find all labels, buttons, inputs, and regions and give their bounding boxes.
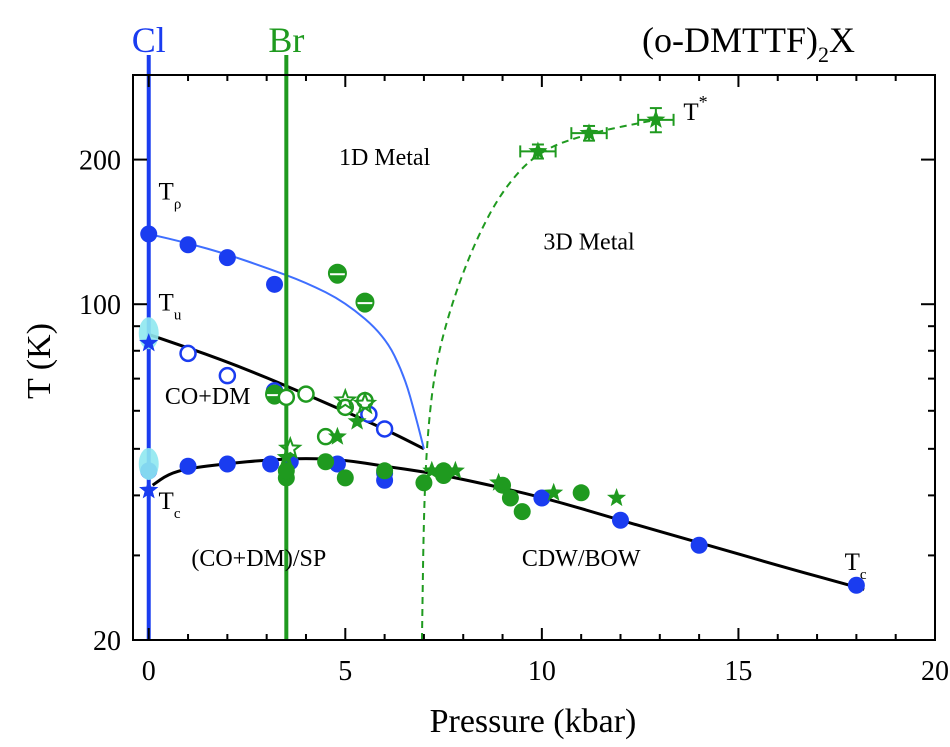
y-tick-label-200: 200 (79, 146, 121, 177)
point-circle-open-1-4 (375, 420, 394, 438)
point-circle-filled-2-1 (336, 469, 354, 487)
point-circle-open-4-0 (277, 388, 296, 407)
point-circle-open-1-1 (218, 366, 237, 385)
point-star-open-6-0 (333, 387, 358, 412)
point-circle-filled-0-15 (847, 576, 865, 594)
chart-annotations: 1D Metal 3D Metal CO+DM (CO+DM)/SP CDW/BOW Tρ… (159, 92, 867, 583)
point-circle-filled-0-13 (611, 511, 629, 529)
plot-frame-box (132, 74, 936, 641)
data-points (138, 225, 865, 594)
cl-star-0 (139, 333, 159, 352)
point-circle-filled-0-14 (690, 536, 708, 554)
point-circle-filled-0-2 (218, 249, 236, 267)
x-tick-label-15: 15 (724, 656, 752, 687)
point-circle-filled-0-0 (140, 225, 158, 243)
region-label-3: (CO+DM)/SP (191, 546, 326, 572)
point-circle-filled-2-2 (376, 462, 394, 480)
tstar-point-0 (519, 141, 557, 160)
x-axis-title: Pressure (kbar) (430, 703, 637, 740)
x-tick-label-0: 0 (142, 656, 156, 687)
region-label-0: 1D Metal (339, 145, 431, 171)
x-tick-label-20: 20 (921, 656, 949, 687)
fit-line-t-boundary (420, 118, 657, 641)
point-star-filled-5-4 (445, 460, 465, 479)
point-circle-filled-2-10 (317, 453, 335, 471)
y-tick-label-100: 100 (79, 290, 121, 321)
point-circle-filled-0-1 (179, 236, 197, 254)
point-star-open-6-2 (277, 435, 303, 460)
fit-line-trho-fit (148, 233, 425, 450)
marker-label-0: Tρ (159, 179, 182, 213)
point-circle-half-3-1 (327, 263, 347, 284)
point-circle-open-1-0 (179, 344, 197, 363)
chart-title: (o-DMTTF)2X (642, 20, 855, 67)
point-circle-filled-0-7 (262, 455, 280, 473)
point-star-filled-5-3 (422, 460, 442, 479)
plot-frame: 0 5 10 15 20 20 100 200 (79, 74, 949, 687)
point-circle-half-3-2 (355, 292, 375, 313)
cl-star-1 (139, 480, 159, 499)
point-circle-filled-2-11 (277, 462, 295, 480)
point-cyan-blob-8-1 (138, 447, 159, 480)
compound-label-br: Br (268, 20, 304, 60)
point-star-filled-5-1 (327, 426, 347, 445)
y-tick-label-20: 20 (93, 626, 121, 657)
point-star-filled-5-6 (544, 482, 564, 501)
x-tick-label-10: 10 (528, 656, 556, 687)
marker-label-1: Tu (159, 290, 182, 324)
point-circle-open-4-1 (297, 385, 315, 403)
compound-label-cl: Cl (132, 20, 166, 60)
region-label-2: CO+DM (165, 384, 251, 410)
point-star-filled-5-5 (489, 472, 509, 491)
point-star-open-6-1 (352, 391, 378, 415)
tstar-point-1 (570, 123, 608, 142)
x-tick-label-5: 5 (338, 656, 352, 687)
point-circle-filled-2-7 (501, 489, 519, 507)
marker-label-2: Tc (159, 488, 181, 522)
marker-label-3: Tc (845, 549, 867, 583)
point-circle-filled-2-8 (513, 503, 531, 521)
point-circle-open-4-4 (316, 427, 335, 446)
fit-line-tc-fit (151, 457, 865, 591)
error-bar-points (519, 107, 675, 160)
point-star-filled-5-2 (347, 411, 367, 430)
point-circle-filled-2-9 (572, 484, 590, 502)
marker-label-4: T* (683, 92, 707, 126)
point-circle-filled-2-5 (435, 466, 453, 484)
tstar-point-2 (637, 107, 675, 134)
point-circle-filled-2-3 (415, 474, 433, 492)
point-star-filled-5-7 (607, 488, 627, 507)
region-label-4: CDW/BOW (522, 546, 641, 572)
point-circle-filled-0-3 (266, 275, 284, 293)
point-circle-filled-0-6 (218, 455, 236, 473)
region-label-1: 3D Metal (543, 229, 635, 255)
point-circle-filled-0-5 (179, 457, 197, 475)
point-circle-filled-0-12 (533, 489, 551, 507)
y-axis-title: T (K) (21, 323, 58, 399)
